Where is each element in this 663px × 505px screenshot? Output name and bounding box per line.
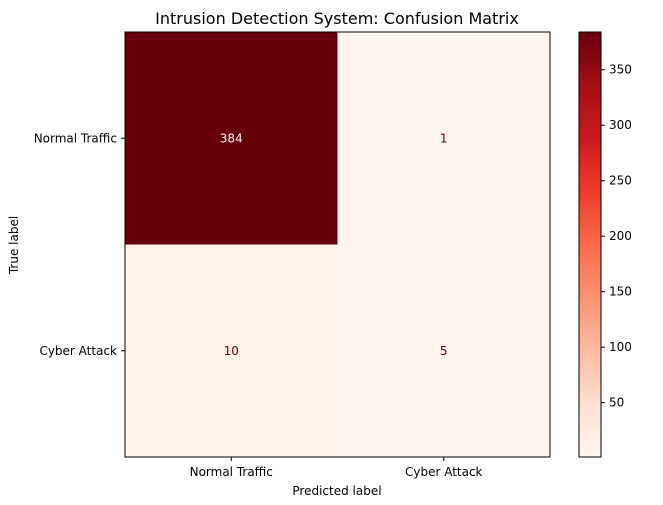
colorbar-tick-label-4: 250 [609,174,632,188]
cell-value-r1-c1: 5 [440,344,448,358]
x-tick-label-0: Normal Traffic [190,465,273,479]
cell-value-r1-c0: 10 [224,344,239,358]
colorbar-tick-label-0: 50 [609,396,624,410]
x-axis-label: Predicted label [292,484,381,498]
colorbar-tick-label-6: 350 [609,63,632,77]
colorbar-ticks: 50 100 150 200 250 300 350 [601,63,632,410]
colorbar [578,31,602,458]
colorbar-tick-label-3: 200 [609,229,632,243]
x-axis-ticks: Normal Traffic Cyber Attack [190,457,483,479]
chart-title: Intrusion Detection System: Confusion Ma… [155,9,519,28]
plot-frame [124,31,551,458]
matrix-cell-r0-c0 [125,32,338,245]
matrix-cell-r1-c1 [337,244,550,457]
matrix-cell-r1-c0 [125,244,338,457]
matrix-cell-r0-c1 [337,32,550,245]
cell-value-r0-c1: 1 [440,131,448,145]
matrix-cells [125,32,550,457]
colorbar-tick-label-5: 300 [609,118,632,132]
matrix-cell-labels: 384 1 10 5 [220,131,448,358]
colorbar-tick-label-2: 150 [609,285,632,299]
colorbar-tick-label-1: 100 [609,340,632,354]
y-tick-label-1: Cyber Attack [39,344,117,358]
y-axis-label: True label [7,216,21,275]
cell-value-r0-c0: 384 [220,131,243,145]
y-axis-ticks: Normal Traffic Cyber Attack [34,131,125,358]
y-tick-label-0: Normal Traffic [34,131,117,145]
x-tick-label-1: Cyber Attack [405,465,483,479]
